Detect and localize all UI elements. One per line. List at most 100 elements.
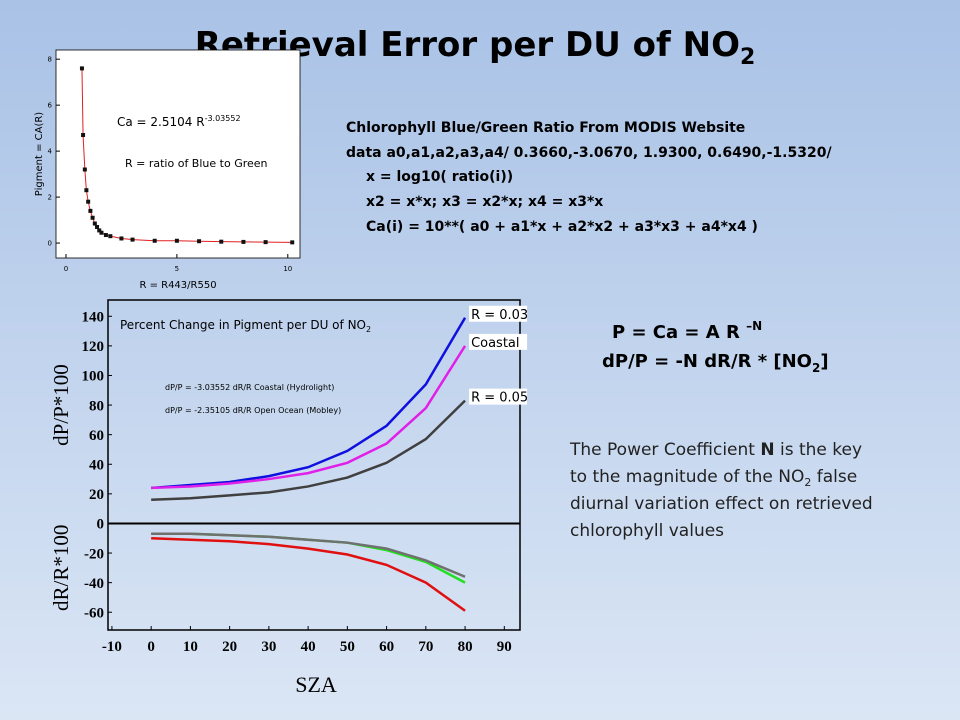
annotation: dP/P = -2.35105 dR/R Open Ocean (Mobley) [165, 406, 341, 415]
x-tick-label: 10 [283, 265, 292, 273]
code-line: data a0,a1,a2,a3,a4/ 0.3660,-3.0670, 1.9… [346, 145, 832, 161]
point [79, 66, 84, 71]
point [88, 208, 93, 213]
point [152, 238, 157, 243]
annotation: R = ratio of Blue to Green [125, 157, 268, 170]
point [290, 240, 295, 245]
y-tick-label: 4 [48, 148, 53, 156]
point [84, 188, 89, 193]
point [90, 215, 95, 220]
x-axis-label: SZA [295, 672, 337, 697]
code-line: x = log10( ratio(i)) [366, 169, 513, 185]
y-tick-label: 40 [89, 458, 104, 474]
y-axis-label: Pigment = CA(R) [34, 112, 45, 196]
y-axis-label: dP/P*100 [49, 364, 73, 446]
series-label: Coastal [471, 336, 519, 351]
annotation-sup: -3.03552 [205, 114, 241, 123]
point [81, 133, 86, 138]
data-line [151, 532, 466, 578]
paragraph-line: chlorophyll values [570, 521, 724, 541]
para-text: false [811, 467, 857, 487]
y-tick-label: 0 [48, 240, 52, 248]
annotation-text: Ca = 2.5104 R [117, 115, 205, 129]
series-label: R = 0.05 [471, 391, 528, 406]
eq-text: ] [820, 351, 828, 372]
annotation: Ca = 2.5104 R-3.03552 [117, 114, 241, 129]
label-bg [469, 333, 528, 350]
x-tick-label: 70 [418, 639, 433, 655]
eq-sup: –N [746, 319, 762, 333]
paragraph-line: diurnal variation effect on retrieved [570, 494, 873, 514]
para-text: to the magnitude of the NO [570, 467, 804, 487]
annotation: Percent Change in Pigment per DU of NO2 [120, 318, 371, 334]
x-tick-label: 5 [175, 265, 179, 273]
x-tick-label: 60 [379, 639, 394, 655]
x-tick-label: 30 [261, 639, 276, 655]
data-line [81, 68, 293, 243]
annotation-text: Percent Change in Pigment per DU of NO [120, 318, 366, 332]
point [82, 167, 87, 172]
x-tick-label: 10 [183, 639, 198, 655]
annotation: dP/P = -3.03552 dR/R Coastal (Hydrolight… [165, 383, 334, 392]
code-line: Chlorophyll Blue/Green Ratio From MODIS … [346, 120, 745, 136]
y-tick-label: -60 [84, 605, 104, 621]
paragraph-line: to the magnitude of the NO2 false [570, 467, 857, 489]
eq-text: dP/P = -N dR/R * [NO [602, 351, 812, 372]
data-line [151, 399, 466, 502]
series-label: R = 0.03 [471, 308, 528, 323]
point [99, 230, 104, 235]
point [97, 228, 102, 233]
y-tick-label: 120 [82, 339, 105, 355]
point [263, 240, 268, 245]
y-tick-label: 100 [82, 369, 105, 385]
point [103, 233, 108, 238]
point [108, 234, 113, 239]
plot-area [55, 49, 301, 259]
label-bg [469, 388, 528, 405]
x-tick-label: 0 [147, 639, 155, 655]
y-tick-label: 0 [97, 517, 105, 533]
x-axis-label: R = R443/R550 [139, 280, 216, 291]
equation: P = Ca = A R –N [612, 319, 762, 343]
point [92, 221, 97, 226]
y-tick-label: 140 [82, 310, 105, 326]
y-tick-label: 80 [89, 398, 104, 414]
point [174, 238, 179, 243]
point [197, 239, 202, 244]
equation: dP/P = -N dR/R * [NO2] [602, 351, 829, 375]
point [241, 239, 246, 244]
point [219, 239, 224, 244]
x-tick-label: 20 [222, 639, 237, 655]
y-tick-label: -40 [84, 576, 104, 592]
data-line [151, 317, 467, 490]
para-bold: N [760, 440, 774, 460]
data-line [151, 537, 466, 612]
y-tick-label: 60 [89, 428, 104, 444]
point [86, 199, 91, 204]
x-tick-label: 50 [340, 639, 355, 655]
code-line: Ca(i) = 10**( a0 + a1*x + a2*x2 + a3*x3 … [366, 219, 758, 235]
y-tick-label: 20 [89, 487, 104, 503]
para-text: is the key [775, 440, 862, 460]
y-tick-label: 2 [48, 194, 52, 202]
para-text: The Power Coefficient [569, 440, 760, 460]
point [119, 236, 124, 241]
label-bg [469, 305, 528, 322]
paragraph-line: The Power Coefficient N is the key [569, 440, 862, 460]
x-tick-label: 40 [301, 639, 316, 655]
plot-area [107, 299, 521, 631]
code-line: x2 = x*x; x3 = x2*x; x4 = x3*x [366, 194, 603, 210]
y-axis-label: dR/R*100 [49, 525, 73, 611]
x-tick-label: 0 [64, 265, 68, 273]
x-tick-label: 90 [497, 639, 512, 655]
para-sub: 2 [804, 476, 811, 489]
x-tick-label: 80 [458, 639, 473, 655]
y-tick-label: 8 [48, 56, 52, 64]
point [130, 237, 135, 242]
y-tick-label: 6 [48, 102, 53, 110]
point [95, 224, 100, 229]
x-tick-label: -10 [102, 639, 122, 655]
title-sub: 2 [740, 45, 755, 70]
eq-text: P = Ca = A R [612, 322, 746, 343]
